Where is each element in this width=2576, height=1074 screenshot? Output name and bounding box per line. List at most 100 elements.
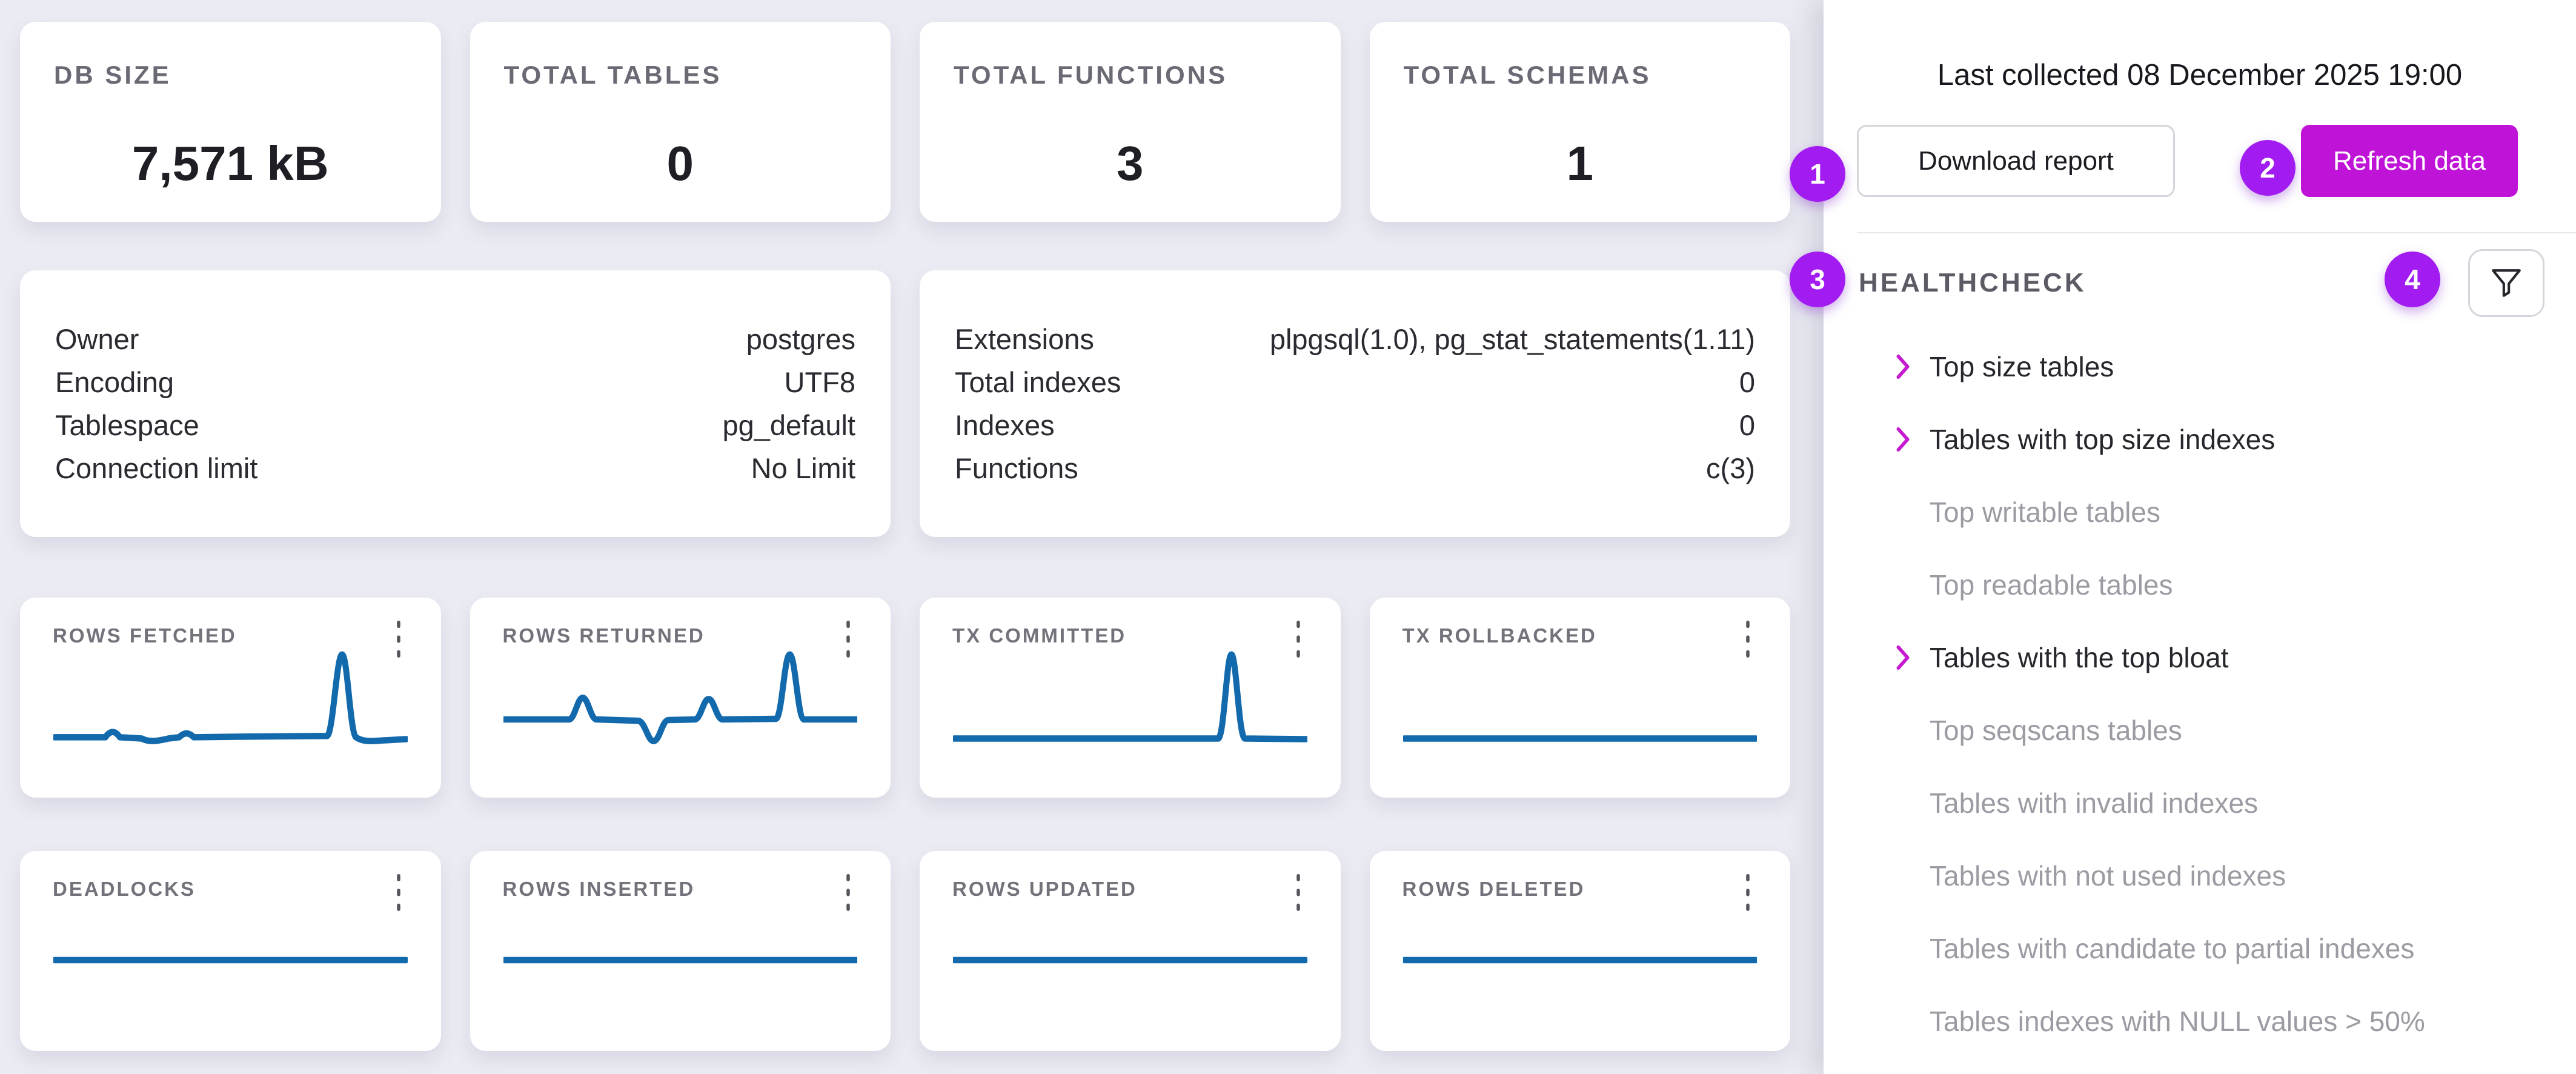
chart-card-rows-fetched: ROWS FETCHED — [20, 598, 441, 798]
info-label: Extensions — [955, 323, 1094, 355]
healthcheck-item-label: Tables with the top bloat — [1930, 642, 2229, 673]
panel-action-buttons: Download report Refresh data — [1857, 125, 2518, 197]
chart-card-rows-updated: ROWS UPDATED — [920, 851, 1341, 1051]
database-properties-card: Owner postgres Encoding UTF8 Tablespace … — [20, 270, 891, 537]
healthcheck-item-tables-with-not-used-indexes[interactable]: Tables with not used indexes — [1824, 839, 2576, 912]
healthcheck-item-label: Tables with top size indexes — [1930, 424, 2276, 455]
refresh-data-button[interactable]: Refresh data — [2301, 125, 2518, 197]
kebab-menu-icon[interactable] — [387, 874, 411, 922]
info-value: No Limit — [751, 452, 855, 484]
sparkline-chart — [1401, 643, 1759, 770]
info-label: Indexes — [955, 409, 1055, 441]
download-report-button[interactable]: Download report — [1857, 125, 2175, 197]
stat-label: DB SIZE — [54, 61, 171, 89]
stat-value: 0 — [666, 136, 694, 190]
sparkline-chart — [51, 896, 410, 1024]
healthcheck-item-tables-with-the-top-bloat[interactable]: Tables with the top bloat — [1824, 621, 2576, 694]
info-label: Owner — [55, 323, 139, 355]
chart-card-deadlocks: DEADLOCKS — [20, 851, 441, 1051]
annotation-badge-4: 4 — [2385, 252, 2440, 307]
last-collected-text: Last collected 08 December 2025 19:00 — [1937, 59, 2463, 92]
kebab-menu-icon[interactable] — [387, 621, 411, 669]
healthcheck-item-top-size-tables[interactable]: Top size tables — [1824, 330, 2576, 403]
chart-title: ROWS INSERTED — [502, 878, 695, 900]
annotation-badge-3: 3 — [1790, 252, 1845, 307]
sparkline-chart — [51, 643, 410, 770]
stat-label: TOTAL TABLES — [503, 61, 722, 89]
database-objects-card: Extensions plpgsql(1.0), pg_stat_stateme… — [920, 270, 1790, 537]
info-value: plpgsql(1.0), pg_stat_statements(1.11) — [1269, 323, 1755, 355]
stat-value: 7,571 kB — [131, 136, 329, 190]
healthcheck-item-tables-indexes-with-null-values[interactable]: Tables indexes with NULL values > 50% — [1824, 985, 2576, 1058]
kebab-menu-icon[interactable] — [1736, 621, 1760, 669]
kebab-menu-icon[interactable] — [836, 874, 860, 922]
chart-row-1: ROWS FETCHED ROWS RETURNED TX COMMITTED — [20, 598, 1790, 798]
chevron-right-icon — [1896, 645, 1910, 670]
info-row-connection-limit: Connection limit No Limit — [55, 452, 855, 485]
chart-title: ROWS UPDATED — [952, 878, 1137, 900]
chart-title: ROWS FETCHED — [53, 624, 237, 647]
stat-value: 1 — [1566, 136, 1594, 190]
chart-card-rows-deleted: ROWS DELETED — [1369, 851, 1790, 1051]
stat-card-total-functions: TOTAL FUNCTIONS 3 — [920, 22, 1341, 222]
healthcheck-item-tables-with-top-size-indexes[interactable]: Tables with top size indexes — [1824, 403, 2576, 476]
stat-label: TOTAL SCHEMAS — [1403, 61, 1651, 89]
stat-card-total-tables: TOTAL TABLES 0 — [470, 22, 891, 222]
sparkline-path — [51, 651, 410, 744]
healthcheck-item-label: Top writable tables — [1930, 496, 2160, 528]
sparkline-chart — [951, 896, 1309, 1024]
chart-title: TX COMMITTED — [952, 624, 1127, 647]
sparkline-chart — [501, 643, 859, 770]
healthcheck-item-top-writable-tables[interactable]: Top writable tables — [1824, 476, 2576, 549]
sparkline-path — [501, 651, 859, 744]
healthcheck-item-label: Top size tables — [1930, 351, 2114, 382]
filter-funnel-icon — [2492, 269, 2521, 297]
sparkline-chart — [1401, 896, 1759, 1024]
healthcheck-item-top-seqscans-tables[interactable]: Top seqscans tables — [1824, 694, 2576, 767]
kebab-menu-icon[interactable] — [1286, 874, 1310, 922]
healthcheck-item-top-readable-tables[interactable]: Top readable tables — [1824, 549, 2576, 621]
chevron-right-icon — [1896, 427, 1910, 452]
stat-label: TOTAL FUNCTIONS — [954, 61, 1227, 89]
stat-card-db-size: DB SIZE 7,571 kB — [20, 22, 441, 222]
kebab-menu-icon[interactable] — [1736, 874, 1760, 922]
chart-title: ROWS DELETED — [1402, 878, 1585, 900]
info-value: postgres — [746, 323, 855, 355]
healthcheck-item-label: Top readable tables — [1930, 569, 2173, 601]
healthcheck-item-label: Tables with invalid indexes — [1930, 787, 2259, 819]
healthcheck-list: Top size tables Tables with top size ind… — [1824, 330, 2576, 1058]
panel-divider — [1857, 232, 2576, 233]
healthcheck-header: HEALTHCHECK — [1824, 249, 2576, 317]
stat-card-row: DB SIZE 7,571 kB TOTAL TABLES 0 TOTAL FU… — [20, 22, 1790, 222]
kebab-menu-icon[interactable] — [836, 621, 860, 669]
sparkline-chart — [501, 896, 859, 1024]
dashboard-area: DB SIZE 7,571 kB TOTAL TABLES 0 TOTAL FU… — [20, 22, 1790, 1051]
healthcheck-item-label: Tables indexes with NULL values > 50% — [1930, 1006, 2425, 1037]
chart-card-rows-inserted: ROWS INSERTED — [470, 851, 891, 1051]
kebab-menu-icon[interactable] — [1286, 621, 1310, 669]
healthcheck-item-label: Tables with not used indexes — [1930, 860, 2286, 892]
info-label: Total indexes — [955, 366, 1121, 398]
chart-title: ROWS RETURNED — [502, 624, 705, 647]
chart-card-rows-returned: ROWS RETURNED — [470, 598, 891, 798]
healthcheck-item-tables-with-invalid-indexes[interactable]: Tables with invalid indexes — [1824, 767, 2576, 839]
filter-button[interactable] — [2468, 249, 2544, 317]
info-label: Connection limit — [55, 452, 258, 484]
chevron-right-icon — [1896, 354, 1910, 379]
info-value: 0 — [1739, 409, 1755, 441]
info-value: pg_default — [722, 409, 855, 441]
stat-card-total-schemas: TOTAL SCHEMAS 1 — [1369, 22, 1790, 222]
info-label: Encoding — [55, 366, 174, 398]
info-row-functions: Functions c(3) — [955, 452, 1755, 485]
info-value: 0 — [1739, 366, 1755, 398]
annotation-badge-1: 1 — [1790, 146, 1845, 202]
info-label: Functions — [955, 452, 1078, 484]
sparkline-chart — [951, 643, 1309, 770]
healthcheck-item-tables-with-candidate-to-partial-indexes[interactable]: Tables with candidate to partial indexes — [1824, 912, 2576, 985]
info-value: c(3) — [1706, 452, 1755, 484]
info-value: UTF8 — [784, 366, 856, 398]
annotation-badge-2: 2 — [2240, 140, 2295, 196]
chart-title: TX ROLLBACKED — [1402, 624, 1597, 647]
stat-value: 3 — [1117, 136, 1144, 190]
chart-title: DEADLOCKS — [53, 878, 196, 900]
